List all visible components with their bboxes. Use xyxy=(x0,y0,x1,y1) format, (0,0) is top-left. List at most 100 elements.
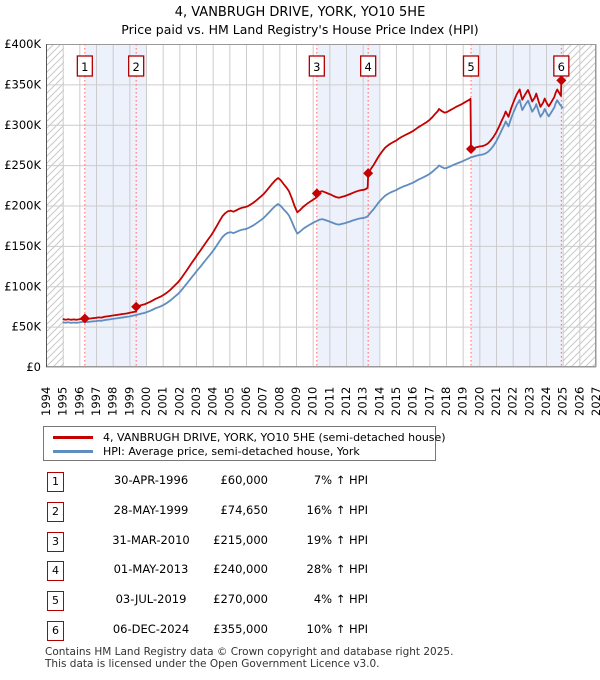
y-tick-label: £350K xyxy=(4,77,41,91)
row-number-box: 3 xyxy=(47,531,64,552)
x-tick-label: 2018 xyxy=(439,387,453,416)
sale-marker-diamond xyxy=(466,143,476,154)
x-tick-label: 2026 xyxy=(572,387,586,416)
svg-text:2007: 2007 xyxy=(256,387,270,416)
sale-number-box xyxy=(76,55,93,77)
sale-number: 4 xyxy=(365,60,372,74)
sale-price: £60,000 xyxy=(220,473,268,487)
svg-text:2012: 2012 xyxy=(339,387,353,416)
sale-price: £215,000 xyxy=(213,532,268,547)
svg-text:1999: 1999 xyxy=(122,387,136,416)
sale-date: 30-APR-1996 xyxy=(113,473,189,487)
x-tick-label: 2008 xyxy=(272,387,286,416)
sale-price: £355,000 xyxy=(213,622,268,636)
x-tick-label: 2012 xyxy=(339,387,353,416)
svg-text:2021: 2021 xyxy=(489,387,503,416)
svg-text:2026: 2026 xyxy=(572,387,586,416)
x-tick-label: 2005 xyxy=(222,387,236,416)
row-number-box: 2 xyxy=(47,501,64,522)
sale-price: £270,000 xyxy=(213,592,268,607)
price-chart: £0 £50K £100K £150K £200K £250K £300K £350K £400… xyxy=(4,37,600,416)
hpi-line xyxy=(62,99,564,324)
row-number-box: 4 xyxy=(47,561,64,582)
svg-text:2009: 2009 xyxy=(289,387,303,416)
table-row: 6 06-DEC-2024 £355,000 10% ↑ HPI xyxy=(0,621,600,643)
red-line-sample-icon xyxy=(53,436,93,439)
x-tick-label: 2027 xyxy=(589,387,600,416)
row-number-box: 1 xyxy=(47,472,64,492)
x-tick-label: 2004 xyxy=(206,387,220,416)
sale-pct-vs-hpi: 28% ↑ HPI xyxy=(306,562,368,577)
x-tick-label: 2003 xyxy=(189,387,203,416)
x-tick-label: 1999 xyxy=(122,387,136,416)
y-tick-label: £100K xyxy=(4,279,41,293)
x-tick-label: 2013 xyxy=(356,387,370,416)
svg-text:2002: 2002 xyxy=(172,387,186,416)
y-tick-label: £250K xyxy=(4,158,41,172)
svg-text:1996: 1996 xyxy=(72,387,86,416)
y-tick-label: £200K xyxy=(4,199,41,213)
svg-text:2018: 2018 xyxy=(439,387,453,416)
sale-date: 03-JUL-2019 xyxy=(115,592,187,607)
chart-legend: 4, VANBRUGH DRIVE, YORK, YO10 5HE (semi-… xyxy=(43,426,446,461)
sale-number-box xyxy=(308,55,325,77)
x-tick-label: 2017 xyxy=(422,387,436,416)
sale-pct-vs-hpi: 7% ↑ HPI xyxy=(313,473,368,487)
svg-text:2005: 2005 xyxy=(222,387,236,416)
sale-price: £240,000 xyxy=(213,562,268,577)
y-tick-label: £150K xyxy=(4,239,41,253)
sale-date: 06-DEC-2024 xyxy=(112,622,190,636)
sale-number: 5 xyxy=(467,60,474,74)
x-tick-label: 1997 xyxy=(89,387,103,416)
svg-text:1997: 1997 xyxy=(89,387,103,416)
x-tick-label: 2021 xyxy=(489,387,503,416)
x-tick-label: 2006 xyxy=(239,387,253,416)
x-tick-label: 2024 xyxy=(539,387,553,416)
x-tick-label: 1995 xyxy=(56,387,70,416)
x-tick-label: 2019 xyxy=(456,387,470,416)
svg-text:1995: 1995 xyxy=(56,387,70,416)
x-tick-label: 1996 xyxy=(72,387,86,416)
sale-number-box xyxy=(128,55,145,77)
sale-number: 2 xyxy=(133,60,140,74)
sale-number-box xyxy=(360,55,377,77)
row-number-box: 6 xyxy=(47,621,64,641)
legend-label: HPI: Average price, semi-detached house,… xyxy=(103,445,360,458)
x-tick-label: 2011 xyxy=(322,387,336,416)
x-tick-label: 1994 xyxy=(39,387,53,416)
legend-item-property: 4, VANBRUGH DRIVE, YORK, YO10 5HE (semi-… xyxy=(44,430,446,445)
y-tick-label: £400K xyxy=(4,37,41,51)
table-row: 4 01-MAY-2013 £240,000 28% ↑ HPI xyxy=(0,561,600,583)
sale-marker-diamond xyxy=(363,168,374,179)
svg-text:2010: 2010 xyxy=(306,387,320,416)
svg-text:2024: 2024 xyxy=(539,387,553,416)
sale-pct-vs-hpi: 16% ↑ HPI xyxy=(306,502,368,517)
table-row: 2 28-MAY-1999 £74,650 16% ↑ HPI xyxy=(0,501,600,524)
sale-number: 6 xyxy=(558,60,565,74)
svg-text:2015: 2015 xyxy=(389,387,403,416)
sale-marker-diamond xyxy=(311,188,322,199)
svg-text:2003: 2003 xyxy=(189,387,203,416)
x-tick-label: 2002 xyxy=(172,387,186,416)
footer-copyright: Contains HM Land Registry data © Crown c… xyxy=(45,646,454,658)
svg-text:2004: 2004 xyxy=(206,387,220,416)
x-tick-label: 1998 xyxy=(106,387,120,416)
price-paid-line xyxy=(62,79,564,321)
sale-marker-diamond xyxy=(79,313,90,324)
sale-number: 3 xyxy=(313,60,320,74)
sale-date: 31-MAR-2010 xyxy=(112,532,190,547)
svg-text:2019: 2019 xyxy=(456,387,470,416)
blue-line-sample-icon xyxy=(53,450,93,453)
footer-licence: This data is licensed under the Open Gov… xyxy=(45,658,380,670)
sale-date: 28-MAY-1999 xyxy=(113,502,189,517)
svg-text:2016: 2016 xyxy=(406,387,420,416)
page-subtitle: Price paid vs. HM Land Registry's House … xyxy=(121,22,479,37)
svg-text:2013: 2013 xyxy=(356,387,370,416)
svg-text:2017: 2017 xyxy=(422,387,436,416)
x-tick-label: 2023 xyxy=(522,387,536,416)
y-tick-label: £50K xyxy=(12,320,42,334)
sale-date: 01-MAY-2013 xyxy=(113,562,189,577)
y-tick-label: £0 xyxy=(26,360,41,374)
svg-text:2022: 2022 xyxy=(506,387,520,416)
sale-pct-vs-hpi: 10% ↑ HPI xyxy=(306,622,368,636)
